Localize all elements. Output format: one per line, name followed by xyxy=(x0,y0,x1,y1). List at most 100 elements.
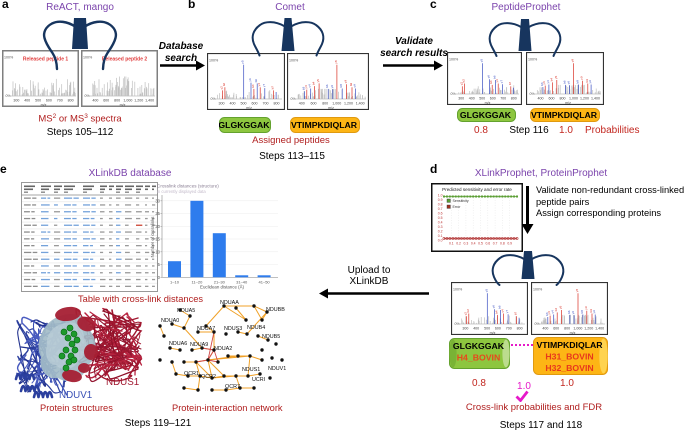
svg-text:0.8: 0.8 xyxy=(500,242,505,246)
svg-text:800: 800 xyxy=(114,99,120,103)
svg-text:b7: b7 xyxy=(514,312,518,316)
svg-text:y4: y4 xyxy=(551,310,555,314)
svg-text:800: 800 xyxy=(517,327,523,331)
svg-text:600: 600 xyxy=(490,97,496,101)
svg-text:NDUS1: NDUS1 xyxy=(242,367,260,373)
svg-text:0.9: 0.9 xyxy=(507,242,512,246)
svg-text:NDUA9: NDUA9 xyxy=(190,342,208,348)
svg-text:0.6: 0.6 xyxy=(438,211,443,215)
svg-text:800: 800 xyxy=(68,99,74,103)
svg-text:b6: b6 xyxy=(562,80,566,84)
svg-text:b9: b9 xyxy=(585,79,589,83)
svg-text:700: 700 xyxy=(500,97,506,101)
svg-text:Predicted sensitivity and erro: Predicted sensitivity and error rate xyxy=(442,187,512,192)
svg-text:600: 600 xyxy=(495,327,501,331)
svg-text:in currently displayed data: in currently displayed data xyxy=(157,189,206,194)
svg-text:500: 500 xyxy=(35,99,41,103)
svg-text:b4: b4 xyxy=(494,310,498,314)
svg-text:b6: b6 xyxy=(567,310,571,314)
svg-text:600: 600 xyxy=(252,102,258,106)
svg-text:b4: b4 xyxy=(554,308,558,312)
svg-text:21–30: 21–30 xyxy=(214,279,226,284)
svg-text:b3: b3 xyxy=(540,82,544,86)
svg-text:1,200: 1,200 xyxy=(134,99,143,103)
svg-text:y4: y4 xyxy=(546,80,550,84)
svg-text:b6: b6 xyxy=(325,84,329,88)
svg-text:y6: y6 xyxy=(330,85,334,89)
svg-text:b3: b3 xyxy=(301,86,305,90)
svg-text:500: 500 xyxy=(241,102,247,106)
svg-text:100%: 100% xyxy=(209,59,219,63)
svg-text:QCR7: QCR7 xyxy=(225,384,240,390)
svg-text:yA: yA xyxy=(592,309,596,314)
svg-text:b8: b8 xyxy=(339,84,343,88)
svg-text:0.4: 0.4 xyxy=(438,220,443,224)
svg-text:y9: y9 xyxy=(584,306,588,310)
svg-text:400: 400 xyxy=(542,327,548,331)
svg-text:800: 800 xyxy=(511,97,517,101)
svg-text:100%: 100% xyxy=(4,56,14,60)
svg-text:0.9: 0.9 xyxy=(438,198,443,202)
svg-text:y4: y4 xyxy=(308,84,312,88)
svg-text:300: 300 xyxy=(462,327,468,331)
svg-text:NDUB4: NDUB4 xyxy=(247,325,265,331)
svg-text:y6: y6 xyxy=(492,305,496,309)
svg-text:y7: y7 xyxy=(500,80,504,84)
svg-text:0.5: 0.5 xyxy=(478,242,483,246)
svg-text:Sensitivity: Sensitivity xyxy=(453,199,469,203)
svg-text:y8: y8 xyxy=(571,59,575,63)
svg-text:y6: y6 xyxy=(571,311,575,315)
svg-text:GLGKGGAK: GLGKGGAK xyxy=(460,110,512,120)
svg-text:H31_BOVIN: H31_BOVIN xyxy=(545,352,593,362)
svg-text:QCR2: QCR2 xyxy=(201,374,216,380)
svg-text:H4_BOVIN: H4_BOVIN xyxy=(457,353,500,363)
svg-text:400: 400 xyxy=(230,102,236,106)
svg-text:700: 700 xyxy=(506,327,512,331)
svg-text:Number of crosslinks: Number of crosslinks xyxy=(150,216,155,258)
svg-text:300: 300 xyxy=(13,99,19,103)
svg-text:y6: y6 xyxy=(248,78,252,82)
svg-text:1–10: 1–10 xyxy=(170,279,180,284)
svg-text:1.0: 1.0 xyxy=(438,193,443,197)
svg-text:1,400: 1,400 xyxy=(591,97,600,101)
svg-text:5: 5 xyxy=(158,262,161,267)
svg-text:Error: Error xyxy=(453,205,462,209)
svg-text:NDUA7: NDUA7 xyxy=(197,326,215,332)
svg-text:0.3: 0.3 xyxy=(464,242,469,246)
svg-text:800: 800 xyxy=(274,102,280,106)
svg-text:1,000: 1,000 xyxy=(332,102,341,106)
svg-text:y8: y8 xyxy=(575,289,579,293)
svg-text:0%: 0% xyxy=(535,322,541,326)
svg-text:500: 500 xyxy=(479,97,485,101)
svg-text:H32_BOVIN: H32_BOVIN xyxy=(545,363,593,373)
svg-text:0%: 0% xyxy=(291,97,297,101)
svg-text:0.5: 0.5 xyxy=(438,216,443,220)
svg-text:NDUA5: NDUA5 xyxy=(177,308,195,314)
svg-text:Crosslink distances (structure: Crosslink distances (structure) xyxy=(157,184,219,189)
svg-text:0%: 0% xyxy=(451,92,457,96)
svg-text:b4: b4 xyxy=(550,78,554,82)
svg-text:100%: 100% xyxy=(83,56,93,60)
svg-text:NDUS3: NDUS3 xyxy=(224,326,242,332)
svg-text:400: 400 xyxy=(469,97,475,101)
svg-text:yA: yA xyxy=(353,83,357,88)
svg-text:b2: b2 xyxy=(466,309,470,313)
svg-text:b8: b8 xyxy=(576,80,580,84)
svg-text:31–40: 31–40 xyxy=(236,279,248,284)
svg-text:m/z: m/z xyxy=(120,103,126,107)
svg-text:b2: b2 xyxy=(462,79,466,83)
svg-text:m/z: m/z xyxy=(328,106,334,110)
svg-text:0: 0 xyxy=(158,275,161,280)
svg-text:y3: y3 xyxy=(304,85,308,89)
svg-text:y5: y5 xyxy=(316,79,320,83)
svg-text:m/z: m/z xyxy=(41,103,47,107)
svg-text:y5: y5 xyxy=(480,59,484,63)
svg-text:1,000: 1,000 xyxy=(123,99,132,103)
svg-text:y5: y5 xyxy=(241,60,245,64)
svg-text:y8: y8 xyxy=(334,60,338,64)
svg-text:y7: y7 xyxy=(505,310,509,314)
svg-text:m/z: m/z xyxy=(485,101,491,105)
svg-text:y7: y7 xyxy=(262,84,266,88)
svg-text:400: 400 xyxy=(473,327,479,331)
svg-text:400: 400 xyxy=(299,102,305,106)
